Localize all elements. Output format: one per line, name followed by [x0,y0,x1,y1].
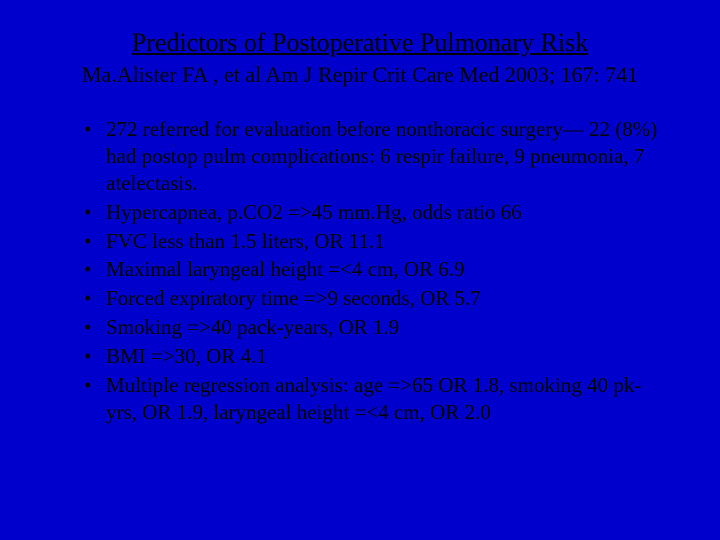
list-item: Maximal laryngeal height =<4 cm, OR 6.9 [84,256,672,283]
list-item: Forced expiratory time =>9 seconds, OR 5… [84,285,672,312]
list-item: FVC less than 1.5 liters, OR 11.1 [84,228,672,255]
list-item: BMI =>30, OR 4.1 [84,343,672,370]
slide-title: Predictors of Postoperative Pulmonary Ri… [48,28,672,58]
list-item: Multiple regression analysis: age =>65 O… [84,372,672,426]
bullet-list: 272 referred for evaluation before nonth… [48,116,672,426]
slide-container: Predictors of Postoperative Pulmonary Ri… [0,0,720,540]
list-item: Smoking =>40 pack-years, OR 1.9 [84,314,672,341]
list-item: Hypercapnea, p.CO2 =>45 mm.Hg, odds rati… [84,199,672,226]
list-item: 272 referred for evaluation before nonth… [84,116,672,197]
slide-citation: Ma.Alister FA , et al Am J Repir Crit Ca… [48,62,672,88]
